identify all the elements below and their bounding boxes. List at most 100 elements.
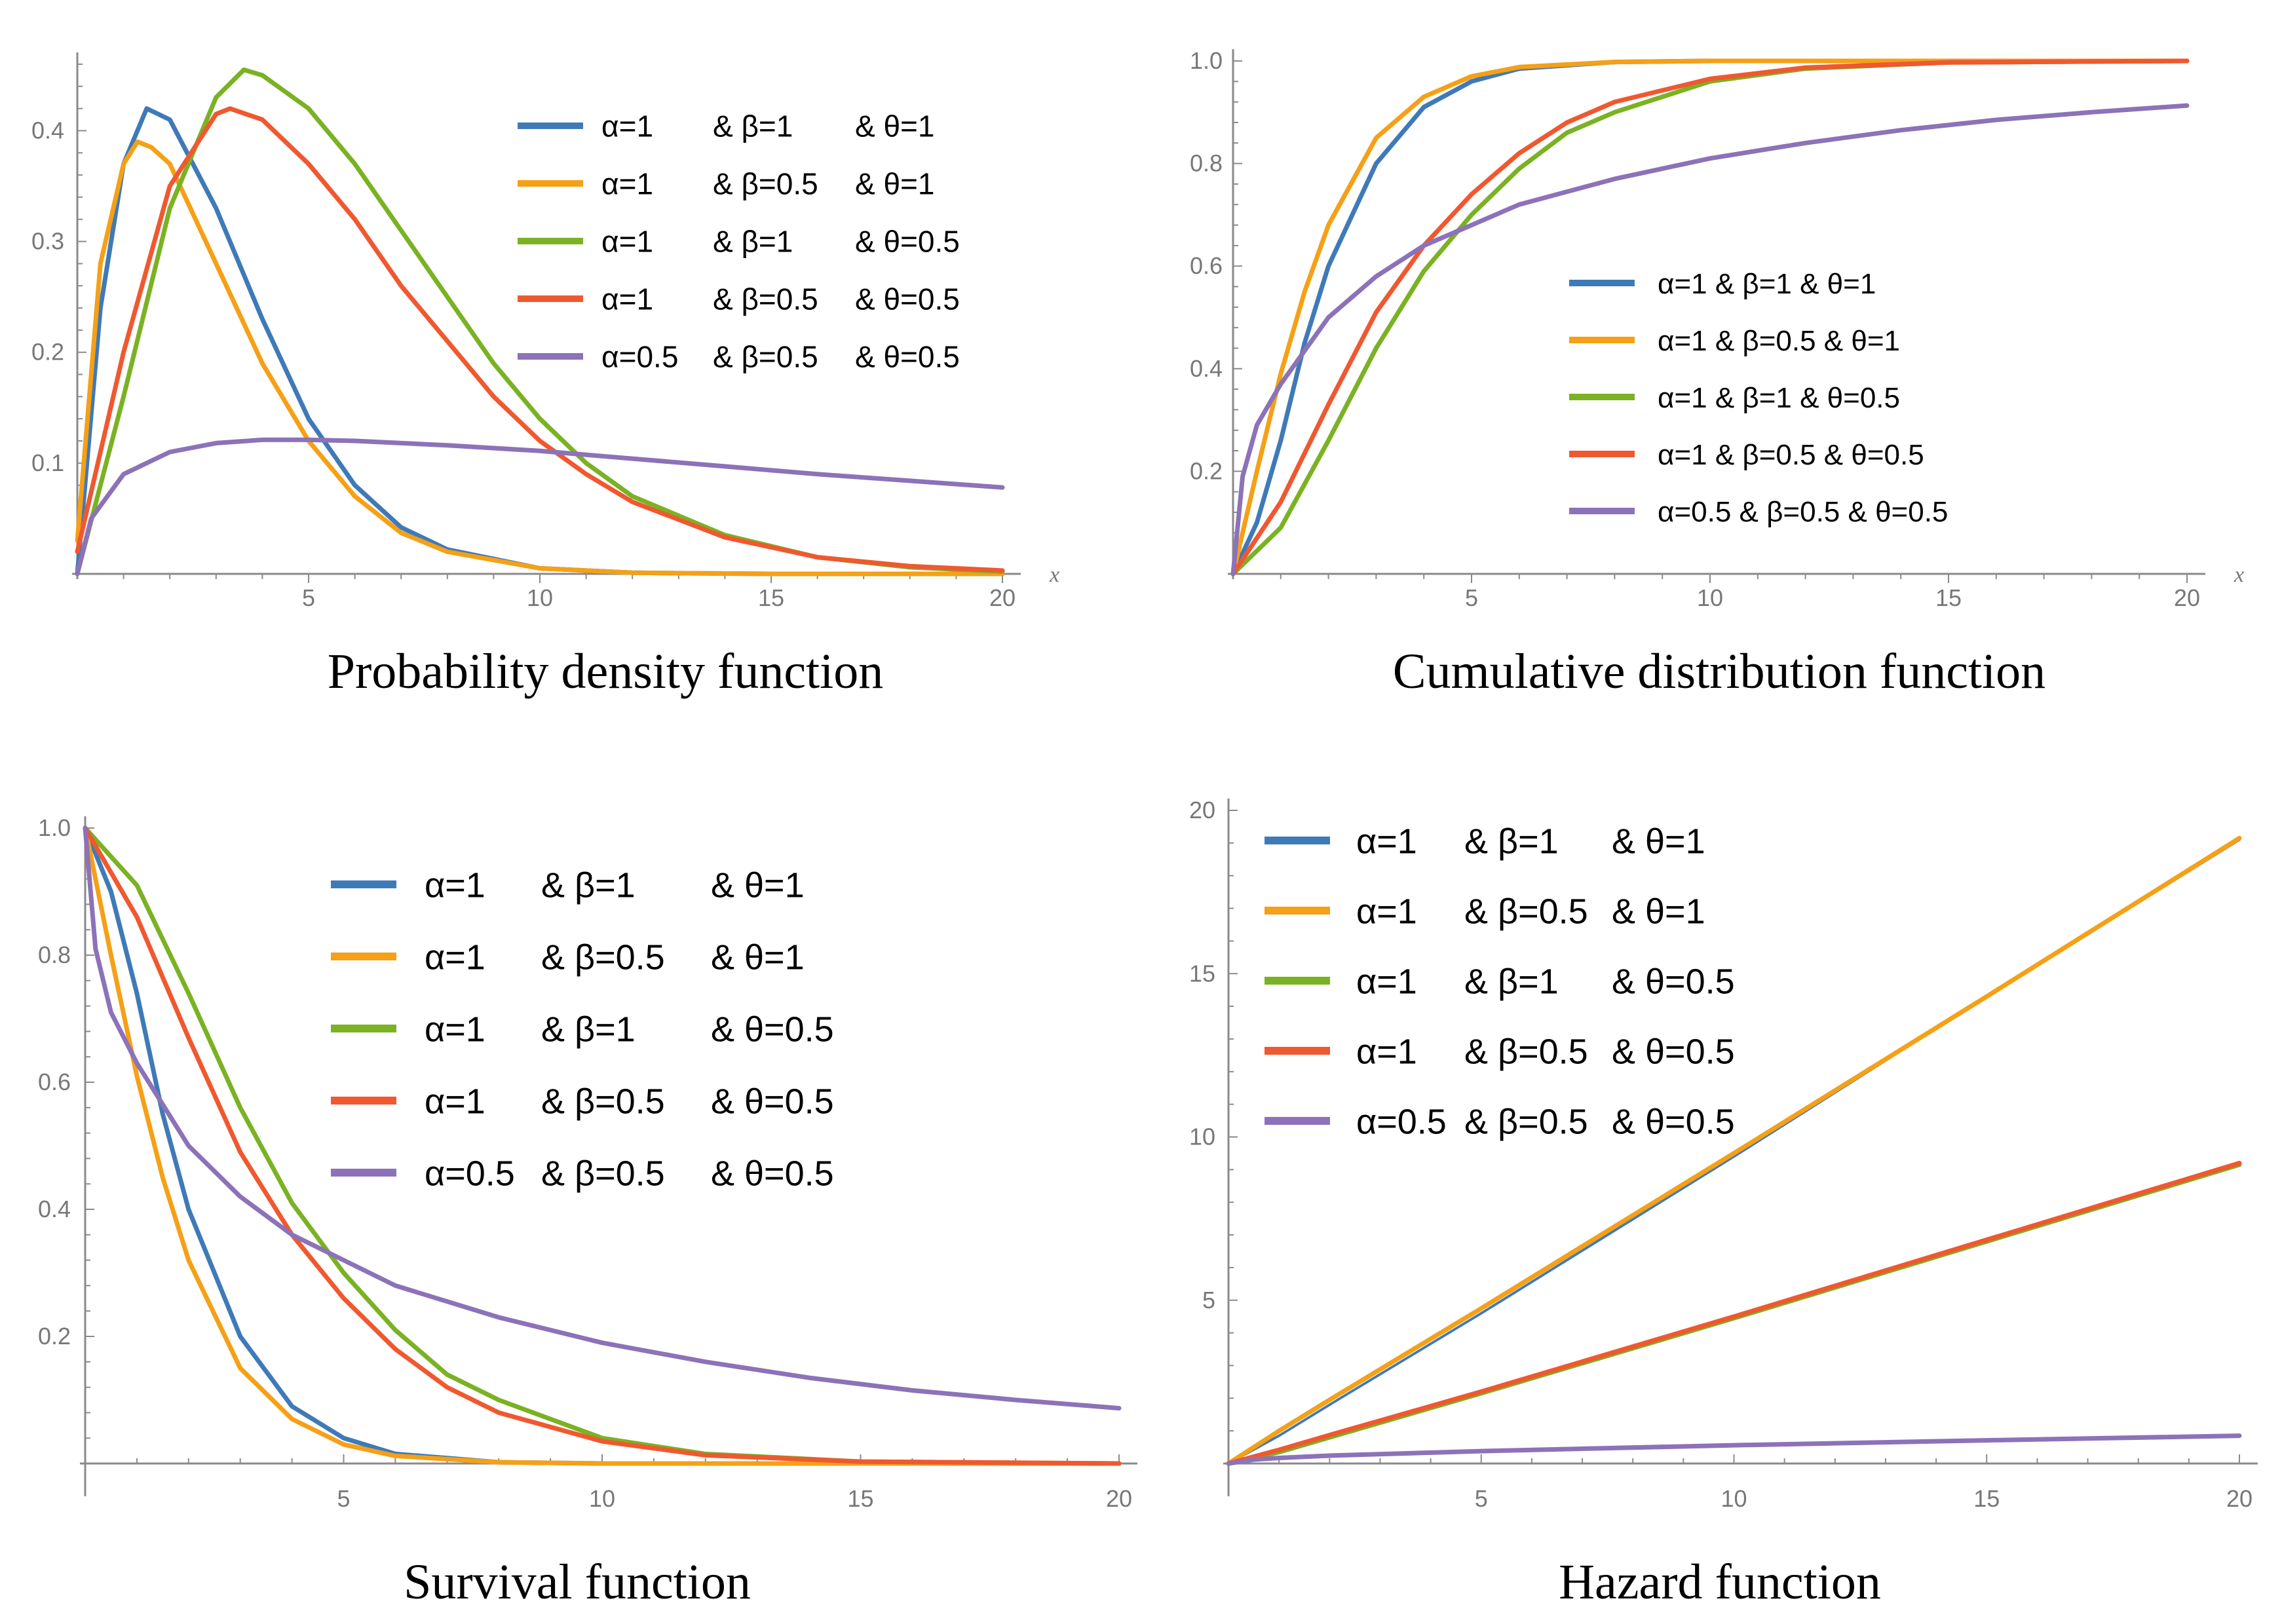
x-tick-label: 10 — [1721, 1485, 1747, 1512]
y-tick-label: 15 — [1189, 960, 1215, 987]
legend-item: α=1 & β=1 & θ=0.5 — [331, 1010, 834, 1049]
legend-label: & θ=1 — [1612, 892, 1705, 931]
y-tick-label: 0.4 — [1190, 355, 1223, 382]
x-tick-label: 10 — [1697, 584, 1723, 611]
legend-label: & β=1 — [1464, 962, 1559, 1001]
legend-label: α=1 & β=0.5 & θ=0.5 — [1658, 439, 1924, 471]
legend-label: α=1 — [601, 167, 653, 201]
y-tick-label: 0.8 — [1190, 150, 1223, 177]
legend-label: & β=0.5 — [541, 1082, 665, 1121]
x-tick-label: 20 — [2174, 584, 2200, 611]
legend-label: α=0.5 & β=0.5 & θ=0.5 — [1658, 496, 1948, 528]
legend-label: & β=0.5 — [1464, 1032, 1588, 1071]
legend-label: α=1 & β=1 & θ=1 — [1658, 268, 1876, 300]
x-tick-label: 15 — [847, 1485, 873, 1512]
legend-item: α=0.5 & β=0.5 & θ=0.5 — [1569, 496, 1948, 528]
legend-item: α=1 & β=0.5 & θ=0.5 — [1265, 1032, 1735, 1071]
y-tick-label: 0.1 — [31, 449, 64, 476]
y-tick-label: 1.0 — [1190, 47, 1223, 74]
legend-item: α=1 & β=1 & θ=1 — [518, 109, 935, 143]
legend-item: α=1 & β=1 & θ=1 — [331, 865, 805, 905]
series-line-red — [1226, 1160, 2242, 1466]
legend-label: & β=1 — [1464, 821, 1559, 861]
legend-label: α=1 — [425, 1082, 485, 1121]
x-tick-label: 5 — [1465, 584, 1478, 611]
legend-item: α=1 & β=0.5 & θ=1 — [518, 167, 935, 201]
x-tick-label: 15 — [1935, 584, 1962, 611]
legend-label: & β=0.5 — [541, 1154, 665, 1193]
y-tick-label: 1.0 — [38, 814, 71, 841]
y-tick-label: 0.8 — [38, 941, 71, 968]
legend-label: & θ=1 — [711, 865, 805, 905]
legend-item: α=1 & β=1 & θ=1 — [1569, 268, 1876, 300]
legend-label: α=1 — [1356, 892, 1417, 931]
legend-label: α=1 — [1356, 962, 1417, 1001]
legend-label: α=0.5 — [1356, 1102, 1447, 1141]
series-line-orange — [75, 139, 1005, 576]
y-tick-label: 5 — [1202, 1287, 1215, 1313]
legend-label: & θ=0.5 — [1612, 1032, 1735, 1071]
legend-label: α=1 — [425, 865, 485, 905]
series-line-orange — [83, 825, 1122, 1466]
legend-label: α=0.5 — [425, 1154, 515, 1193]
legend-label: & β=1 — [541, 1010, 636, 1049]
x-tick-label: 20 — [1106, 1485, 1132, 1512]
legend-item: α=1 & β=1 & θ=0.5 — [1569, 382, 1900, 414]
legend-label: & β=0.5 — [1464, 892, 1588, 931]
chart-survival: 5 10 15 20 0.2 0.4 0.6 0.8 1.0 α=1 & β=1 & θ=1 α=1 & … — [38, 814, 1137, 1610]
chart-pdf: 5 10 15 20 0.1 0.2 0.3 0.4 x α=1 & β=1 & θ=1 α=1 & β=… — [31, 52, 1059, 699]
legend-label: & θ=0.5 — [855, 225, 960, 259]
x-tick-label: 20 — [2226, 1485, 2253, 1512]
legend-label: & θ=0.5 — [1612, 1102, 1735, 1141]
legend-item: α=0.5 & β=0.5 & θ=0.5 — [331, 1154, 834, 1193]
chart-caption: Survival function — [404, 1555, 751, 1610]
y-tick-label: 0.4 — [31, 117, 64, 143]
chart-cdf: 5 10 15 200.20.40.60.81.0xα=1 & β=1 & θ=1α=… — [1190, 47, 2244, 699]
series-line-purple — [83, 825, 1122, 1411]
legend-label: α=1 & β=0.5 & θ=1 — [1658, 325, 1900, 357]
legend-label: & θ=1 — [1612, 821, 1705, 861]
legend-label: α=1 — [425, 937, 485, 977]
legend-label: α=0.5 — [601, 340, 678, 374]
chart-caption: Probability density function — [328, 644, 884, 699]
legend-item: α=1 & β=1 & θ=1 — [1265, 821, 1705, 861]
legend-label: α=1 — [601, 109, 653, 143]
legend-item: α=1 & β=0.5 & θ=1 — [1569, 325, 1900, 357]
legend-item: α=1 & β=0.5 & θ=0.5 — [518, 282, 960, 316]
x-axis-label: x — [2234, 563, 2244, 587]
legend-label: & θ=0.5 — [1612, 962, 1735, 1001]
x-tick-label: 10 — [527, 584, 553, 611]
y-tick-label: 10 — [1189, 1124, 1215, 1150]
legend-label: & θ=0.5 — [711, 1010, 834, 1049]
legend-label: & β=0.5 — [713, 167, 818, 201]
series-line-green — [75, 67, 1005, 576]
legend-label: & θ=0.5 — [855, 340, 960, 374]
chart-caption: Hazard function — [1559, 1555, 1881, 1610]
legend-label: & β=0.5 — [541, 937, 665, 977]
chart-caption: Cumulative distribution function — [1393, 644, 2045, 699]
y-tick-label: 0.3 — [31, 228, 64, 255]
x-tick-label: 5 — [337, 1485, 350, 1512]
legend-label: & θ=0.5 — [711, 1154, 834, 1193]
legend-label: & θ=1 — [855, 109, 935, 143]
legend-label: α=1 — [425, 1010, 485, 1049]
legend-label: & θ=1 — [711, 937, 805, 977]
legend-label: & θ=0.5 — [711, 1082, 834, 1121]
legend-item: α=0.5 & β=0.5 & θ=0.5 — [1265, 1102, 1735, 1141]
legend-item: α=1 & β=1 & θ=0.5 — [1265, 962, 1735, 1001]
series-line-purple — [1226, 1433, 2242, 1466]
legend-label: & θ=0.5 — [855, 282, 960, 316]
legend-label: α=1 — [601, 225, 653, 259]
x-axis-label: x — [1049, 563, 1059, 587]
x-tick-label: 5 — [1475, 1485, 1488, 1512]
legend: α=1 & β=1 & θ=1 α=1 & β=0.5 & θ=1 α=1 & β=1 & θ=… — [1265, 821, 1735, 1141]
legend: α=1 & β=1 & θ=1 α=1 & β=0.5 & θ=1 α=1 & β=… — [1569, 268, 1948, 528]
legend-label: α=1 — [601, 282, 653, 316]
x-tick-label: 15 — [1973, 1485, 2000, 1512]
legend-item: α=1 & β=0.5 & θ=1 — [331, 937, 805, 977]
y-tick-label: 0.6 — [1190, 252, 1223, 279]
legend-label: & β=1 — [713, 109, 793, 143]
legend-label: & β=0.5 — [713, 340, 818, 374]
legend-label: & β=1 — [713, 225, 793, 259]
